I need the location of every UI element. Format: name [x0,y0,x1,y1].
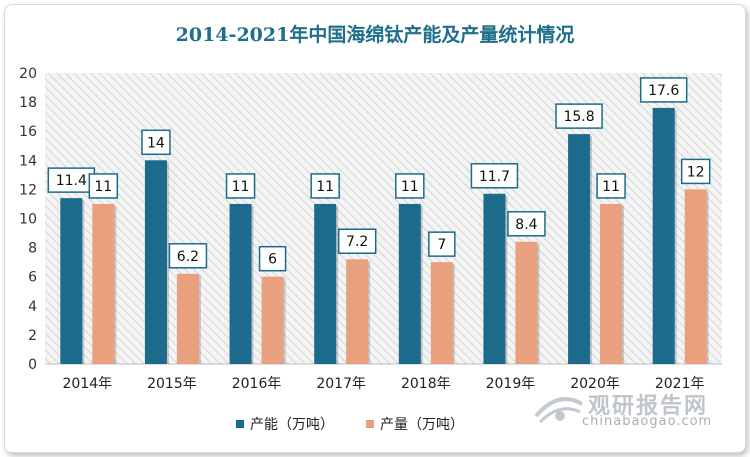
y-tick-label: 2 [28,328,37,344]
x-tick-label: 2016年 [232,376,282,392]
watermark-logo-icon [534,397,584,424]
bar-output [430,262,453,364]
y-tick-label: 16 [19,124,37,140]
bar-capacity [568,134,591,364]
y-tick-label: 4 [28,299,37,315]
bar-output [600,203,623,364]
data-label: 11.4 [56,173,87,189]
watermark-url: chinabaogao.com [582,414,713,429]
data-label: 7.2 [346,234,368,250]
bar-capacity [652,107,675,365]
y-tick-label: 18 [19,95,37,111]
data-label: 17.6 [648,83,679,99]
y-tick-label: 0 [28,357,37,373]
data-label-box [88,173,119,199]
data-label-box [47,167,96,193]
x-tick-label: 2018年 [401,376,451,392]
data-label-box [395,173,425,199]
legend-label-output: 产量（万吨） [380,417,464,433]
y-tick-label: 10 [19,212,37,228]
watermark-brand: 观研报告网 [588,394,709,419]
data-label-box [428,231,456,257]
bar-capacity [314,203,337,364]
bar-capacity [60,198,83,364]
x-tick-label: 2021年 [655,376,705,392]
data-label: 7 [437,237,446,253]
legend-label-capacity: 产能（万吨） [250,417,334,433]
data-label: 12 [687,164,705,180]
bar-output [346,259,369,364]
data-label-box [507,211,546,237]
data-label-box [310,173,340,199]
data-label: 14 [147,135,165,151]
bar-capacity [483,193,506,364]
bar-output [684,189,707,364]
data-label: 8.4 [515,217,537,233]
data-label: 11.7 [479,169,510,185]
data-label-box [555,103,603,129]
data-label-box [680,158,711,185]
y-tick-label: 12 [19,182,37,198]
data-label-box [596,173,626,199]
data-label-box [141,129,171,156]
y-tick-label: 14 [19,153,37,169]
x-tick-label: 2014年 [62,376,112,392]
y-tick-label: 20 [19,66,37,82]
bar-output [92,203,115,364]
data-label: 6.2 [177,249,199,265]
legend-swatch-capacity [236,420,244,428]
data-label: 11 [602,179,620,195]
bar-output [261,276,284,364]
legend-item-output: 产量（万吨） [366,414,464,434]
y-tick-label: 6 [28,270,37,286]
x-tick-label: 2019年 [486,376,536,392]
data-label-box [225,173,256,199]
y-tick-label: 8 [28,241,37,257]
data-label: 11 [401,179,419,195]
legend-swatch-output [366,420,374,428]
bar-output [176,273,199,364]
bar-capacity [229,203,252,364]
bar-capacity [144,160,167,364]
data-label: 11 [94,179,112,195]
data-label-box [168,243,208,269]
chart-title: 2014-2021年中国海绵钛产能及产量统计情况 [175,24,575,46]
data-label-box [639,77,688,103]
bar-capacity [398,203,421,364]
watermark: 观研报告网 chinabaogao.com [530,384,740,434]
x-tick-label: 2015年 [147,376,197,392]
legend: 产能（万吨） 产量（万吨） [236,414,464,434]
legend-item-capacity: 产能（万吨） [236,414,334,434]
x-tick-label: 2020年 [570,376,620,392]
data-label-box [470,163,519,189]
data-label-box [337,228,377,254]
data-label: 6 [268,252,277,268]
x-tick-label: 2017年 [316,376,366,392]
data-label: 11 [232,179,250,195]
data-label-box [258,245,287,272]
data-label: 11 [316,179,334,195]
bar-output [515,241,538,364]
data-label: 15.8 [563,109,594,125]
